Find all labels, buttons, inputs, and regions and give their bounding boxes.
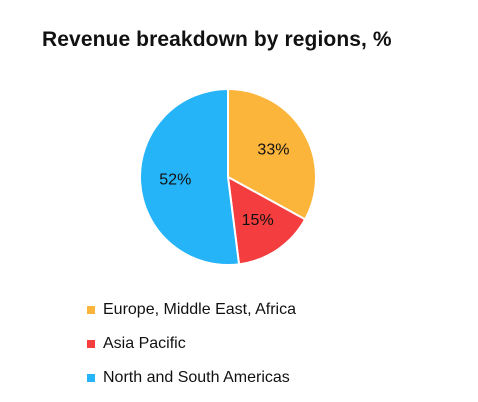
pie-slice-europe-middle-east-africa [227,87,317,221]
legend-label-asia-pacific: Asia Pacific [103,335,186,352]
legend-swatch-north-and-south-americas [87,374,95,382]
legend-item-asia-pacific: Asia Pacific [87,334,296,354]
legend-label-north-and-south-americas: North and South Americas [103,369,290,386]
legend-item-europe-middle-east-africa: Europe, Middle East, Africa [87,300,296,320]
chart-title: Revenue breakdown by regions, % [42,28,392,51]
pie-slice-north-and-south-americas [139,87,241,266]
legend-item-north-and-south-americas: North and South Americas [87,368,296,388]
data-label-europe-middle-east-africa: 33% [257,141,289,158]
legend-label-europe-middle-east-africa: Europe, Middle East, Africa [103,301,296,318]
legend: Europe, Middle East, Africa Asia Pacific… [87,300,296,402]
legend-swatch-asia-pacific [87,340,95,348]
pie-slice-asia-pacific [226,175,307,266]
data-label-asia-pacific: 15% [242,212,274,229]
legend-swatch-europe-middle-east-africa [87,306,95,314]
data-label-north-and-south-americas: 52% [159,172,191,189]
pie-chart: 33% 15% 52% [139,87,317,266]
